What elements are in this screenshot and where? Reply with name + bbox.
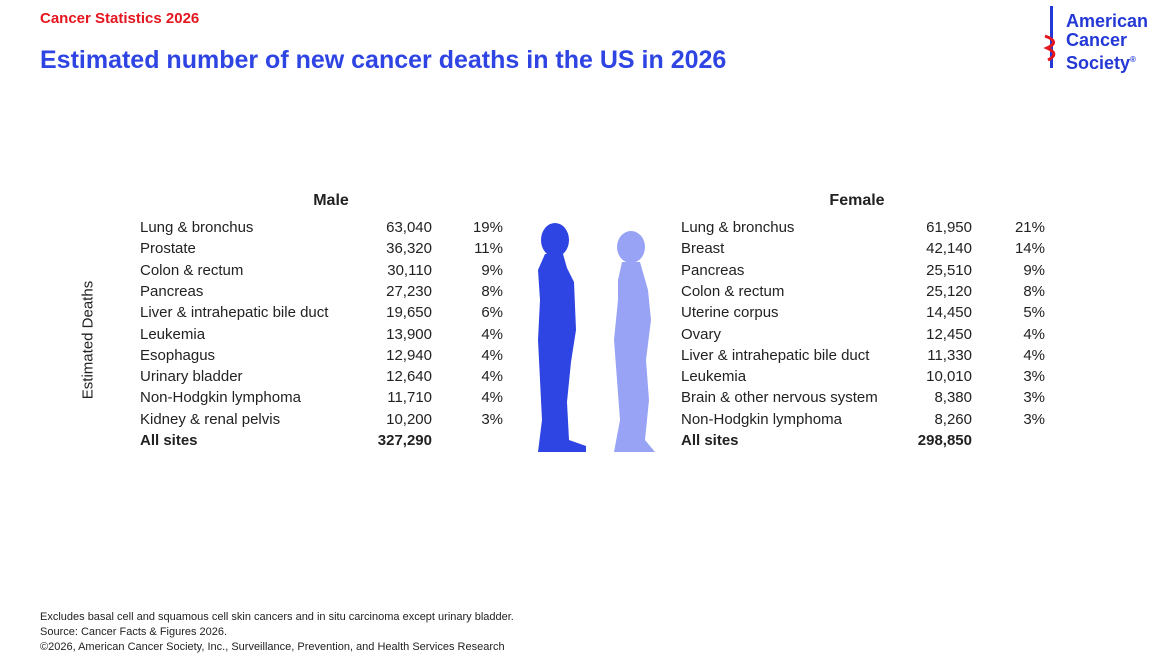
footnote: ©2026, American Cancer Society, Inc., Su… (40, 641, 505, 653)
deaths: 63,040 (386, 219, 432, 236)
logo: American Cancer Society® (1066, 12, 1148, 73)
total-deaths: 327,290 (377, 432, 432, 449)
site-name: Liver & intrahepatic bile duct (140, 304, 329, 322)
deaths: 8,260 (934, 410, 972, 428)
deaths: 30,110 (387, 261, 432, 279)
site-name: Uterine corpus (681, 304, 779, 322)
deaths: 12,640 (386, 368, 432, 386)
total-name: All sites (681, 432, 739, 449)
site-name: Lung & bronchus (140, 219, 254, 236)
percent: 4% (481, 325, 503, 343)
logo-line: Cancer (1066, 30, 1128, 50)
percent: 4% (481, 389, 503, 407)
percent: 14% (1014, 240, 1045, 258)
site-name: Ovary (681, 325, 722, 343)
silhouettes (538, 223, 655, 452)
site-name: Pancreas (681, 261, 745, 279)
site-name: Leukemia (681, 368, 747, 386)
deaths: 14,450 (926, 304, 972, 322)
logo-line: Society® (1066, 50, 1148, 73)
deaths: 11,330 (927, 346, 972, 364)
logo-word: Society (1066, 53, 1131, 73)
site-name: Breast (681, 240, 725, 258)
percent: 4% (481, 346, 503, 364)
site-name: Colon & rectum (140, 261, 244, 279)
percent: 19% (472, 219, 503, 236)
percent: 21% (1014, 219, 1045, 236)
percent: 4% (1023, 325, 1045, 343)
deaths: 25,120 (926, 282, 972, 300)
site-name: Colon & rectum (681, 282, 785, 300)
site-name: Kidney & renal pelvis (140, 410, 281, 428)
deaths: 19,650 (386, 304, 432, 322)
percent: 3% (481, 410, 503, 428)
percent: 4% (481, 368, 503, 386)
deaths: 12,940 (386, 346, 432, 364)
deaths: 42,140 (926, 240, 972, 258)
percent: 6% (481, 304, 503, 322)
title: Estimated number of new cancer deaths in… (40, 46, 727, 74)
total-deaths: 298,850 (917, 432, 972, 449)
percent: 8% (481, 282, 503, 300)
site-name: Prostate (140, 240, 196, 258)
percent: 3% (1023, 410, 1045, 428)
percent: 9% (481, 261, 503, 279)
deaths: 12,450 (926, 325, 972, 343)
deaths: 27,230 (386, 282, 432, 300)
deaths: 61,950 (926, 219, 972, 236)
site-name: Brain & other nervous system (681, 389, 878, 407)
footnote: Source: Cancer Facts & Figures 2026. (40, 626, 228, 638)
deaths: 13,900 (386, 325, 432, 343)
site-name: Pancreas (140, 282, 204, 300)
site-name: Non-Hodgkin lymphoma (681, 410, 842, 428)
deaths: 10,010 (926, 368, 972, 386)
percent: 4% (1023, 346, 1045, 364)
side-label: Estimated Deaths (79, 280, 97, 400)
deaths: 8,380 (934, 389, 972, 407)
percent: 3% (1023, 368, 1045, 386)
site-name: Leukemia (140, 325, 206, 343)
site-name: Liver & intrahepatic bile duct (681, 346, 870, 364)
deaths: 10,200 (386, 410, 432, 428)
percent: 5% (1023, 304, 1045, 322)
percent: 11% (474, 240, 503, 258)
logo-sword (1043, 6, 1056, 68)
site-name: Lung & bronchus (681, 219, 795, 236)
table-heading: Female (829, 192, 885, 209)
percent: 9% (1023, 261, 1045, 279)
deaths: 11,710 (387, 389, 432, 407)
total-name: All sites (140, 432, 198, 449)
percent: 3% (1023, 389, 1045, 407)
table-heading: Male (313, 192, 349, 209)
logo-mark: ® (1130, 55, 1136, 64)
footnote: Excludes basal cell and squamous cell sk… (40, 611, 514, 623)
site-name: Urinary bladder (140, 368, 243, 386)
kicker: Cancer Statistics 2026 (40, 10, 200, 27)
site-name: Non-Hodgkin lymphoma (140, 389, 301, 407)
logo-line: American (1066, 11, 1149, 31)
site-name: Esophagus (140, 346, 216, 364)
deaths: 25,510 (926, 261, 972, 279)
deaths: 36,320 (386, 240, 432, 258)
percent: 8% (1023, 282, 1045, 300)
